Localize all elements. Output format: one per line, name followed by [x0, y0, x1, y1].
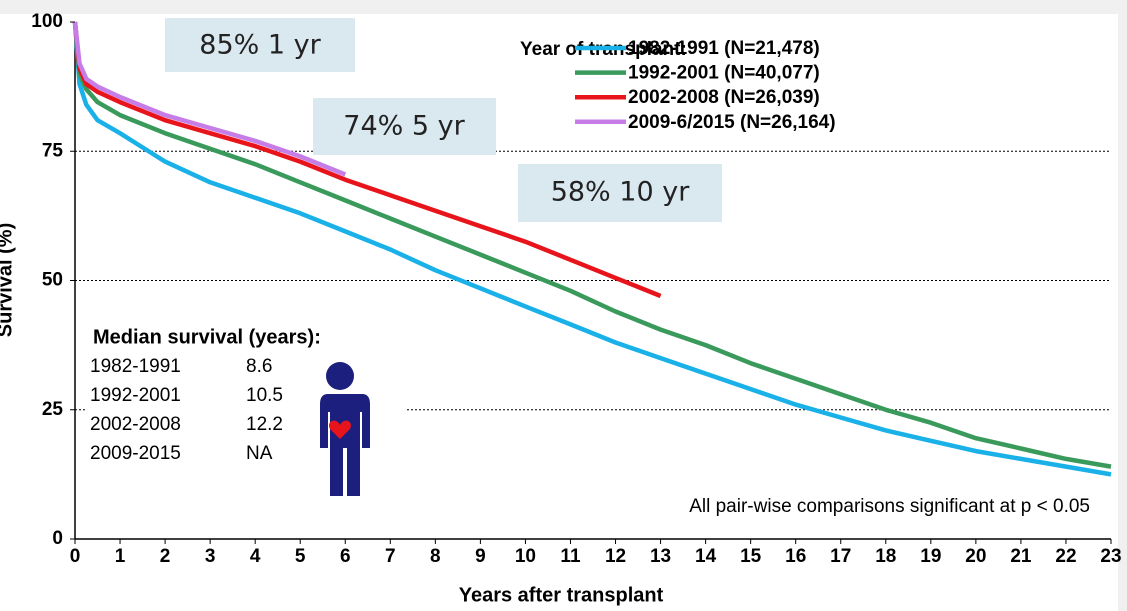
series-line — [72, 21, 662, 299]
x-tick-label: 17 — [830, 546, 851, 567]
x-tick-label: 14 — [695, 546, 717, 567]
x-tick-label: 9 — [475, 546, 486, 567]
x-tick-label: 12 — [605, 546, 626, 567]
person-icon — [318, 362, 370, 496]
x-tick-label: 20 — [965, 546, 986, 567]
median-title: Median survival (years): — [93, 326, 321, 348]
legend-label: 2009-6/2015 (N=26,164) — [628, 112, 836, 133]
x-tick-label: 0 — [70, 546, 81, 567]
median-period: 2002-2008 — [90, 414, 181, 435]
annotation-box — [313, 98, 496, 155]
y-tick-label: 50 — [42, 270, 63, 291]
x-tick-label: 11 — [560, 546, 581, 567]
x-tick-label: 13 — [650, 546, 671, 567]
x-tick-label: 7 — [385, 546, 396, 567]
series-line — [72, 21, 1112, 469]
x-tick-label: 5 — [295, 546, 306, 567]
annotation-box — [165, 18, 355, 72]
legend-label: 2002-2008 (N=26,039) — [628, 87, 820, 108]
median-value: 8.6 — [246, 356, 272, 377]
y-axis-label: Survival (%) — [0, 223, 16, 337]
median-period: 1982-1991 — [90, 356, 181, 377]
note: All pair-wise comparisons significant at… — [689, 496, 1090, 517]
series-line — [72, 21, 347, 177]
x-tick-label: 2 — [160, 546, 171, 567]
annotation: 74% 5 yr — [343, 111, 465, 142]
median-period: 2009-2015 — [90, 443, 181, 464]
x-tick-label: 23 — [1100, 546, 1121, 567]
y-tick-label: 75 — [42, 140, 64, 161]
legend-label: 1982-1991 (N=21,478) — [628, 38, 820, 59]
series-line — [72, 21, 1112, 477]
y-tick-label: 25 — [42, 399, 64, 420]
plot-background — [0, 14, 1118, 611]
lines — [72, 21, 1112, 477]
median-value: 12.2 — [246, 414, 283, 435]
x-tick-label: 21 — [1010, 546, 1032, 567]
x-tick-label: 6 — [340, 546, 351, 567]
median-value: 10.5 — [246, 385, 283, 406]
median-period: 1992-2001 — [90, 385, 181, 406]
y-tick-label: 100 — [31, 11, 63, 32]
x-tick-label: 10 — [515, 546, 536, 567]
annotation: 85% 1 yr — [199, 30, 321, 61]
x-tick-label: 22 — [1055, 546, 1076, 567]
x-tick-label: 15 — [740, 546, 762, 567]
x-tick-label: 1 — [115, 546, 126, 567]
legend-label: 1992-2001 (N=40,077) — [628, 63, 820, 84]
x-tick-label: 4 — [250, 546, 261, 567]
median-value: NA — [246, 443, 273, 464]
y-tick-label: 0 — [52, 528, 63, 549]
x-tick-label: 18 — [875, 546, 896, 567]
x-axis-label: Years after transplant — [459, 584, 664, 606]
x-tick-label: 3 — [205, 546, 216, 567]
x-tick-label: 19 — [920, 546, 941, 567]
annotation-box — [518, 164, 722, 222]
annotation: 58% 10 yr — [551, 177, 691, 208]
x-tick-label: 8 — [430, 546, 441, 567]
x-tick-label: 16 — [785, 546, 806, 567]
